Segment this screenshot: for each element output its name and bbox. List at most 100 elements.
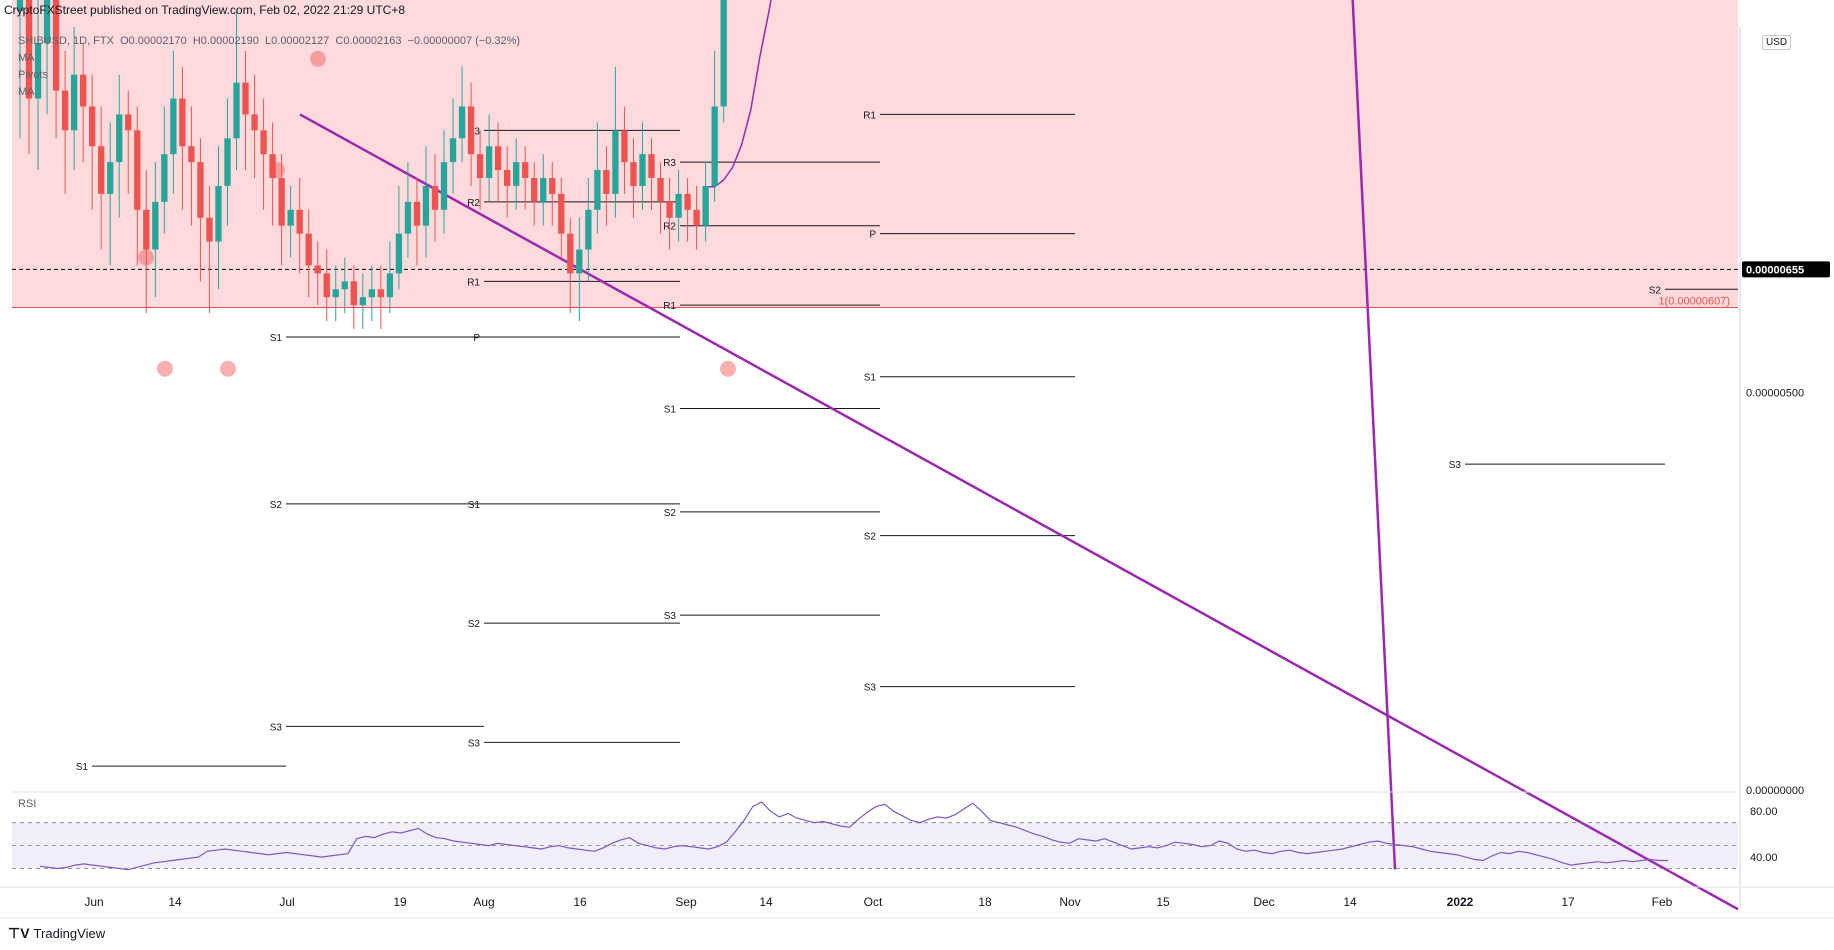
candle-body [675, 193, 682, 218]
y-tick-label: 0.00000500 [1746, 388, 1804, 400]
x-tick-label: 14 [759, 895, 773, 909]
candle-body [242, 82, 249, 115]
tradingview-logo-text: TradingView [33, 926, 106, 941]
highlight-circle [310, 50, 326, 67]
candle-body [314, 265, 321, 274]
x-tick-label: 14 [1343, 895, 1357, 909]
candle-body [260, 130, 267, 155]
candle-body [594, 170, 601, 210]
long-downtrend-line [299, 113, 1739, 911]
pivot-label-p: P [473, 333, 480, 344]
candle-body [711, 106, 718, 186]
candle-body [449, 138, 457, 163]
candle-body [684, 193, 691, 210]
indicator-pivots[interactable]: Pivots [18, 69, 48, 81]
candle-body [504, 170, 511, 186]
pivot-label-s3: S3 [468, 738, 481, 749]
tradingview-footer[interactable]: ⊤V TradingView [8, 925, 105, 942]
candle-body [98, 146, 105, 194]
candle-body [305, 233, 312, 266]
candle-body [386, 273, 394, 298]
candle-body [25, 0, 33, 99]
candle-body [431, 185, 439, 210]
candle-body [296, 209, 303, 234]
candle-body [323, 273, 330, 298]
below-band [12, 307, 1738, 790]
highlight-circle [720, 360, 736, 377]
pivot-label-r1: R1 [863, 110, 876, 121]
x-tick-label: 14 [168, 895, 182, 909]
x-tick-label: 16 [573, 895, 587, 909]
candle-body [621, 130, 628, 163]
tradingview-logo-icon: ⊤V [8, 925, 30, 941]
price-axis: 0.000005000.000000000.000044650.00003989… [1739, 27, 1830, 908]
pivot-label-r1: R1 [467, 277, 480, 288]
pivot-label-s1: S1 [270, 333, 283, 344]
candle-body [540, 178, 547, 202]
pivot-label-p: P [869, 230, 876, 241]
candle-body [251, 114, 258, 131]
candle-body [350, 281, 357, 306]
candle-body [558, 193, 565, 234]
pivot-label-s2: S2 [1649, 285, 1662, 296]
candle-body [206, 217, 213, 242]
candle-body [494, 146, 502, 171]
candle-body [79, 74, 87, 107]
pivot-label-s1: S1 [76, 762, 89, 773]
rsi-band [12, 822, 1738, 869]
price-tag-bg [1742, 261, 1830, 278]
candle-body [341, 281, 348, 290]
candle-body [531, 178, 538, 202]
candle-body [612, 130, 619, 194]
candle-body [368, 289, 375, 298]
rsi-line [39, 801, 1668, 871]
candle-body [639, 154, 646, 186]
candle-body [458, 106, 466, 139]
x-tick-label: Oct [864, 895, 883, 909]
currency-label[interactable]: USD [1762, 35, 1792, 50]
indicator-ma-2[interactable]: MA [18, 86, 35, 98]
candle-body [152, 201, 159, 250]
candle-body [107, 162, 114, 194]
candle-body [116, 114, 123, 163]
candle-body [89, 106, 96, 147]
highlight-circle [269, 162, 285, 179]
candle-body [161, 154, 168, 202]
candle-body [179, 98, 186, 147]
highlight-circle [138, 249, 154, 266]
candle-body [61, 90, 69, 131]
indicator-ma-1[interactable]: MA [18, 52, 35, 64]
candle-body [630, 162, 637, 186]
x-tick-label: 15 [1156, 895, 1170, 909]
candle-body [332, 289, 339, 298]
highlight-circle [220, 360, 236, 377]
candle-body [269, 154, 276, 179]
pivot-label-r2: R2 [467, 198, 480, 209]
fib-label-1: 1(0.00000607) [1658, 296, 1730, 308]
pivot-label-s3: S3 [1449, 460, 1462, 471]
candle-body [395, 233, 403, 274]
x-tick-label: 18 [978, 895, 992, 909]
pivot-label-s1: S1 [468, 500, 481, 511]
fibonacci-bands [12, 0, 1738, 790]
candle-body [576, 249, 583, 274]
x-tick-label: Jul [279, 895, 294, 909]
x-tick-label: Sep [675, 895, 697, 909]
rsi-pane: 80.00 40.00 [12, 791, 1778, 871]
x-tick-label: 19 [393, 895, 407, 909]
candle-body [549, 178, 556, 194]
symbol-line: SHIBUSD, 1D, FTX O0.00002170 H0.00002190… [18, 35, 521, 47]
x-tick-label: Jun [84, 895, 103, 909]
candle-body [648, 154, 655, 179]
candle-body [603, 170, 610, 194]
published-line: CryptoFXStreet published on TradingView.… [4, 3, 406, 17]
candle-body [377, 289, 385, 298]
candle-body [134, 130, 141, 210]
pivot-label-s2: S2 [864, 532, 877, 543]
x-tick-label: Aug [473, 895, 494, 909]
pivot-label-s3: S3 [270, 722, 283, 733]
pivot-label-s2: S2 [270, 500, 283, 511]
pivot-label-r3: R3 [663, 158, 676, 169]
rsi-label: RSI [18, 798, 37, 810]
